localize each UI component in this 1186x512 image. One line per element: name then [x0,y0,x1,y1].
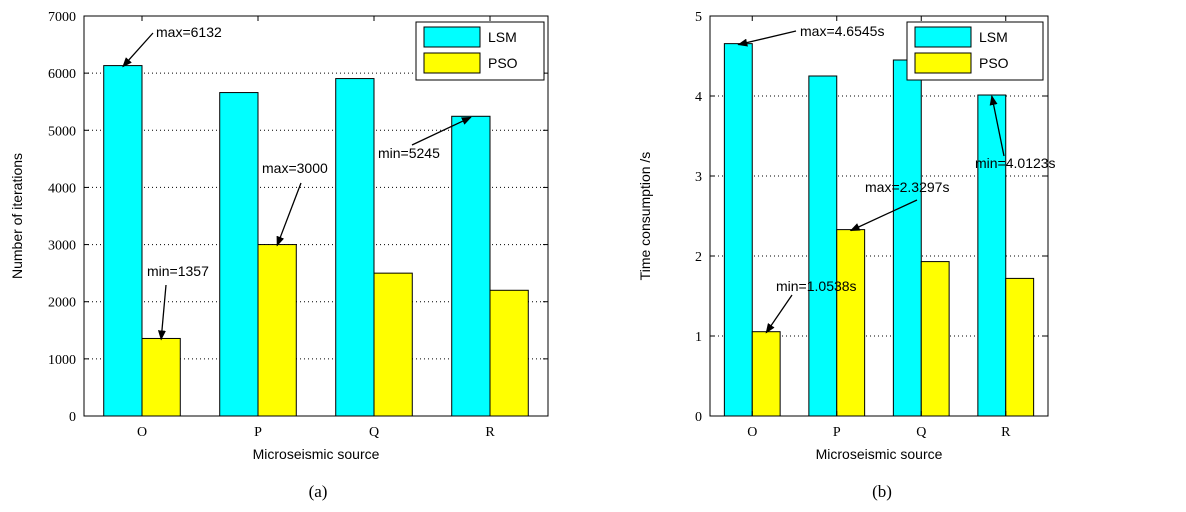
bar-lsm-r [977,94,1007,417]
y-ticks: 0 1000 2000 3000 4000 5000 6000 7000 [48,10,548,425]
bar-pso-q [920,261,950,417]
annotations: max=4.6545s min=1.0538s max=2.3297s min=4.0… [737,23,1056,334]
y-tick-label: 4 [695,90,702,105]
annotation-arrow [276,182,302,247]
annotation-arrow [849,199,918,232]
bar-pso-r [489,289,529,417]
legend-swatch-pso [914,52,972,74]
annotations: max=6132 min=1357 max=3000 min=5245 [122,24,472,341]
annotation-arrow [157,284,167,341]
legend-label-pso: PSO [488,55,518,71]
y-tick-label: 4000 [48,181,76,196]
annotation-label: max=6132 [156,24,222,40]
legend-swatch-lsm [914,26,972,48]
y-tick-label: 2 [695,250,702,265]
legend-label-lsm: LSM [488,29,517,45]
y-tick-label: 1 [695,330,702,345]
bar-lsm-o [723,43,753,417]
x-tick-label: P [254,425,262,440]
x-tick-label: Q [916,425,926,440]
annotation-label: max=3000 [262,160,328,176]
x-tick-label: Q [369,425,379,440]
x-ticks: O P Q R [137,16,495,440]
y-ticks: 0 1 2 3 4 5 [695,10,1048,425]
bar-pso-r [1005,277,1035,417]
annotation-label: max=2.3297s [865,179,949,195]
legend: LSM PSO [415,21,545,81]
y-tick-label: 0 [69,410,76,425]
x-tick-label: P [833,425,841,440]
annotation-label: min=4.0123s [975,155,1056,171]
legend-label-lsm: LSM [979,29,1008,45]
bar-lsm-r [451,115,491,417]
annotation-label: min=5245 [378,145,440,161]
bar-lsm-p [808,75,838,417]
y-tick-label: 0 [695,410,702,425]
x-ticks: O P Q R [747,16,1011,440]
annotation-arrow [737,30,797,47]
y-tick-label: 5 [695,10,702,25]
y-tick-label: 1000 [48,353,76,368]
chart-a: 0 1000 2000 3000 4000 5000 6000 7000 O P Q R Numbe… [9,10,549,501]
legend-swatch-pso [423,52,481,74]
annotation-arrow [989,95,1005,157]
legend-label-pso: PSO [979,55,1009,71]
y-tick-label: 5000 [48,124,76,139]
y-tick-label: 3 [695,170,702,185]
gridlines [84,72,548,360]
figure-caption: (a) [309,482,328,501]
x-tick-label: R [1001,425,1011,440]
y-axis-label: Number of iterations [9,153,25,279]
bar-pso-o [141,337,181,417]
bar-pso-p [257,244,297,417]
bar-lsm-p [219,92,259,417]
bar-pso-o [751,331,781,417]
plot-frame [709,15,1049,417]
y-axis-label: Time consumption /s [637,152,653,281]
annotation-arrow [765,294,793,334]
annotation-label: max=4.6545s [800,23,884,39]
x-axis-label: Microseismic source [816,446,943,462]
bar-lsm-q [892,59,922,417]
legend-swatch-lsm [423,26,481,48]
annotation-label: min=1.0538s [776,278,857,294]
annotation-arrow [122,32,154,68]
x-tick-label: R [485,425,495,440]
bar-pso-p [836,229,866,417]
bars [723,43,1035,417]
figure-caption: (b) [872,482,892,501]
legend: LSM PSO [906,21,1044,81]
y-tick-label: 6000 [48,67,76,82]
x-tick-label: O [747,425,757,440]
x-tick-label: O [137,425,147,440]
x-axis-label: Microseismic source [253,446,380,462]
bar-lsm-q [335,78,375,417]
y-tick-label: 7000 [48,10,76,25]
bars [103,65,529,417]
plot-frame [83,15,549,417]
bar-lsm-o [103,65,143,417]
bar-pso-q [373,272,413,417]
annotation-label: min=1357 [147,263,209,279]
chart-b: 0 1 2 3 4 5 O P Q R Time consumption /s Microsei… [637,10,1056,501]
annotation-arrow [411,116,472,146]
y-tick-label: 2000 [48,296,76,311]
y-tick-label: 3000 [48,239,76,254]
